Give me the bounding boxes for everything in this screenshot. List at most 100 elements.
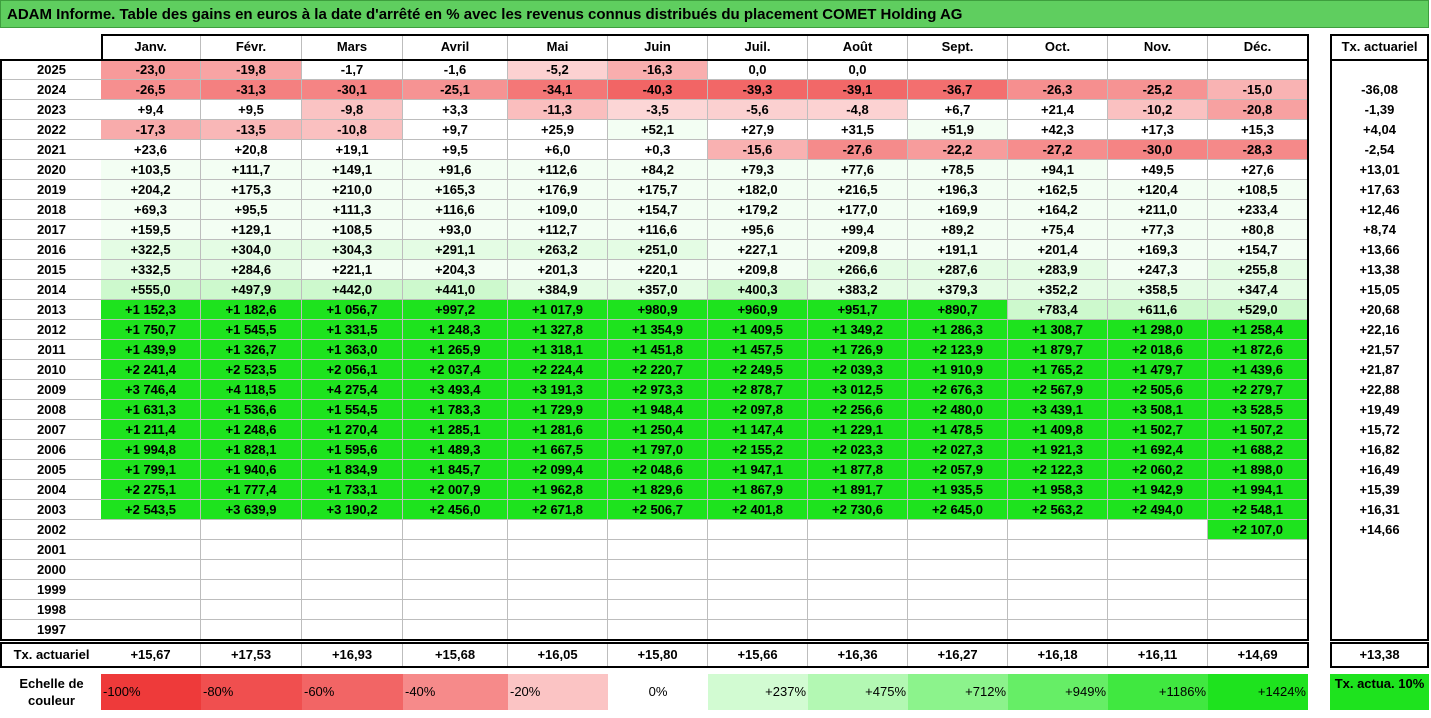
- table-cell: -27,2: [1008, 140, 1108, 160]
- table-cell: -11,3: [508, 100, 608, 120]
- table-cell: +2 506,7: [608, 500, 708, 520]
- rate-cell: [1330, 600, 1429, 620]
- year-label: 2004: [2, 480, 101, 500]
- table-cell: +247,3: [1108, 260, 1208, 280]
- month-header-5: Mai: [508, 34, 608, 60]
- table-cell: [201, 580, 302, 600]
- table-cell: +1 726,9: [808, 340, 908, 360]
- table-cell: +2 249,5: [708, 360, 808, 380]
- table-cell: +129,1: [201, 220, 302, 240]
- table-cell: [708, 580, 808, 600]
- table-cell: +211,0: [1108, 200, 1208, 220]
- table-cell: +890,7: [908, 300, 1008, 320]
- table-cell: +1 308,7: [1008, 320, 1108, 340]
- table-cell: +111,3: [302, 200, 403, 220]
- table-cell: +9,4: [101, 100, 201, 120]
- footer-rate-cell: +15,68: [403, 643, 508, 667]
- table-cell: +165,3: [403, 180, 508, 200]
- table-cell: [808, 580, 908, 600]
- rate-cell: [1330, 560, 1429, 580]
- table-cell: +1 265,9: [403, 340, 508, 360]
- table-cell: +204,2: [101, 180, 201, 200]
- table-cell: +997,2: [403, 300, 508, 320]
- table-cell: [101, 540, 201, 560]
- table-cell: [302, 540, 403, 560]
- table-cell: +2 505,6: [1108, 380, 1208, 400]
- footer-rate-cell: +16,18: [1008, 643, 1108, 667]
- year-label: 2020: [2, 160, 101, 180]
- table-cell: +1 285,1: [403, 420, 508, 440]
- table-cell: +2 123,9: [908, 340, 1008, 360]
- year-label: 2012: [2, 320, 101, 340]
- color-scale-swatch: -20%: [508, 674, 608, 710]
- rate-cell: +20,68: [1359, 302, 1400, 317]
- rate-cell: +16,49: [1359, 462, 1400, 477]
- table-cell: +2 548,1: [1208, 500, 1308, 520]
- table-cell: +3 191,3: [508, 380, 608, 400]
- table-cell: +112,6: [508, 160, 608, 180]
- table-cell: +120,4: [1108, 180, 1208, 200]
- table-cell: +1 363,0: [302, 340, 403, 360]
- table-cell: +352,2: [1008, 280, 1108, 300]
- table-cell: +175,7: [608, 180, 708, 200]
- table-cell: [808, 520, 908, 540]
- month-header-2: Févr.: [201, 34, 302, 60]
- table-cell: +108,5: [1208, 180, 1308, 200]
- table-cell: [101, 560, 201, 580]
- rate-cell: +13,38: [1359, 262, 1400, 277]
- table-cell: +1 891,7: [808, 480, 908, 500]
- year-label: 2003: [2, 500, 101, 520]
- color-scale-swatch: +1186%: [1108, 674, 1208, 710]
- color-scale-swatch: +475%: [808, 674, 908, 710]
- table-cell: [201, 520, 302, 540]
- table-cell: [1108, 540, 1208, 560]
- table-cell: +1 281,6: [508, 420, 608, 440]
- table-cell: +1 536,6: [201, 400, 302, 420]
- table-cell: +1 948,4: [608, 400, 708, 420]
- table-cell: +176,9: [508, 180, 608, 200]
- footer-rate-cell: +15,80: [608, 643, 708, 667]
- footer-rate-cell: +17,53: [201, 643, 302, 667]
- table-cell: [908, 540, 1008, 560]
- rate-cell: +15,72: [1359, 422, 1400, 437]
- year-label: 2013: [2, 300, 101, 320]
- table-cell: +1 147,4: [708, 420, 808, 440]
- table-cell: [1108, 520, 1208, 540]
- table-cell: +3,3: [403, 100, 508, 120]
- table-cell: +9,5: [403, 140, 508, 160]
- rate-cell: +21,57: [1359, 342, 1400, 357]
- table-cell: +1 229,1: [808, 420, 908, 440]
- table-cell: +95,5: [201, 200, 302, 220]
- table-cell: -20,8: [1208, 100, 1308, 120]
- table-cell: +357,0: [608, 280, 708, 300]
- table-cell: +2 676,3: [908, 380, 1008, 400]
- year-label: 2018: [2, 200, 101, 220]
- table-cell: [403, 600, 508, 620]
- month-header-8: Août: [808, 34, 908, 60]
- rate-cell: +12,46: [1359, 202, 1400, 217]
- table-cell: +1 879,7: [1008, 340, 1108, 360]
- table-cell: [908, 60, 1008, 80]
- table-cell: [708, 620, 808, 640]
- table-cell: +2 023,3: [808, 440, 908, 460]
- table-cell: +2 037,4: [403, 360, 508, 380]
- table-cell: [608, 620, 708, 640]
- table-cell: -22,2: [908, 140, 1008, 160]
- table-cell: +2 018,6: [1108, 340, 1208, 360]
- table-cell: [608, 600, 708, 620]
- table-cell: +1 921,3: [1008, 440, 1108, 460]
- table-cell: -15,0: [1208, 80, 1308, 100]
- month-header-6: Juin: [608, 34, 708, 60]
- table-cell: +3 639,9: [201, 500, 302, 520]
- table-cell: [1208, 620, 1308, 640]
- rate-cell: +16,31: [1359, 502, 1400, 517]
- table-cell: -10,2: [1108, 100, 1208, 120]
- table-cell: +442,0: [302, 280, 403, 300]
- year-label: 1997: [2, 620, 101, 640]
- table-cell: -17,3: [101, 120, 201, 140]
- table-cell: +1 733,1: [302, 480, 403, 500]
- table-cell: [508, 520, 608, 540]
- table-cell: [1008, 600, 1108, 620]
- table-cell: +1 750,7: [101, 320, 201, 340]
- table-cell: -26,5: [101, 80, 201, 100]
